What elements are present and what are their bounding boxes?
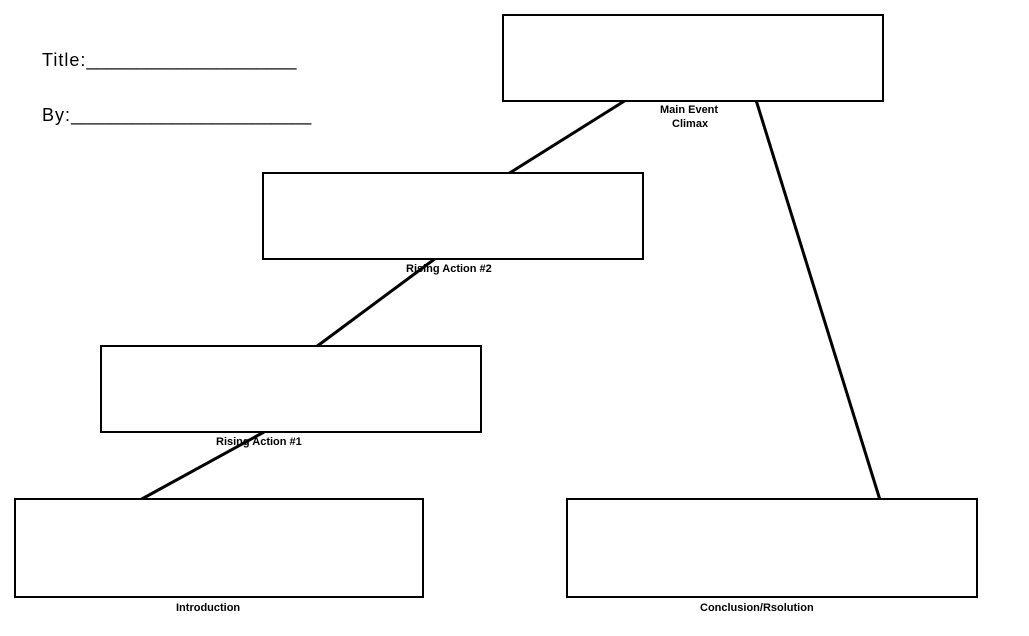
line-climax-to-conclusion xyxy=(756,100,880,500)
caption-climax-line1: Main Event xyxy=(660,104,718,116)
caption-rising-action-2: Rising Action #2 xyxy=(406,263,492,275)
box-rising-action-1[interactable] xyxy=(100,345,482,433)
line-rising2-to-climax xyxy=(508,100,626,174)
title-field-row: Title:_____________________ xyxy=(42,50,297,71)
box-rising-action-2[interactable] xyxy=(262,172,644,260)
title-label: Title: xyxy=(42,50,86,70)
plot-diagram-canvas: Title:_____________________ By:_________… xyxy=(0,0,1029,636)
box-climax[interactable] xyxy=(502,14,884,102)
title-underline[interactable]: _____________________ xyxy=(86,50,296,70)
caption-rising-action-1: Rising Action #1 xyxy=(216,436,302,448)
box-conclusion[interactable] xyxy=(566,498,978,598)
by-label: By: xyxy=(42,105,71,125)
caption-climax-line2: Climax xyxy=(672,118,708,130)
by-field-row: By:________________________ xyxy=(42,105,311,126)
by-underline[interactable]: ________________________ xyxy=(71,105,311,125)
caption-introduction: Introduction xyxy=(176,602,240,614)
box-introduction[interactable] xyxy=(14,498,424,598)
caption-conclusion: Conclusion/Rsolution xyxy=(700,602,814,614)
